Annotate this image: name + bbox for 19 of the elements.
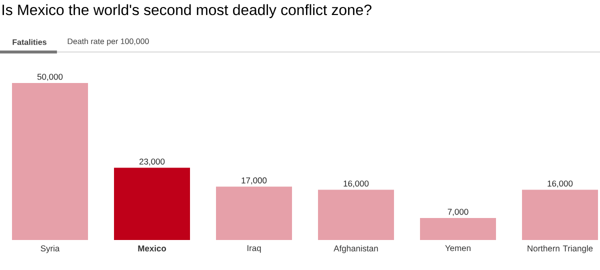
- x-tick-label: Yemen: [445, 245, 470, 252]
- data-label: 16,000: [344, 180, 369, 188]
- data-label: 16,000: [548, 180, 573, 188]
- x-tick-label: Iraq: [247, 245, 261, 253]
- bar: [420, 218, 496, 240]
- data-label: 17,000: [242, 177, 267, 184]
- x-tick-label: Mexico: [138, 245, 166, 252]
- chart-title: Is Mexico the world's second most deadly conflict zone?: [2, 4, 372, 18]
- bar: [216, 186, 292, 240]
- bar: [12, 83, 88, 240]
- data-label: 23,000: [139, 158, 165, 166]
- bar: [114, 168, 190, 240]
- x-tick-label: Afghanistan: [334, 245, 378, 254]
- x-tick-label: Syria: [40, 245, 60, 254]
- data-label: 50,000: [37, 74, 63, 81]
- bar: [522, 190, 598, 240]
- bar: [318, 190, 394, 240]
- data-label: 7,000: [448, 208, 468, 216]
- x-tick-label: Northern Triangle: [528, 245, 593, 254]
